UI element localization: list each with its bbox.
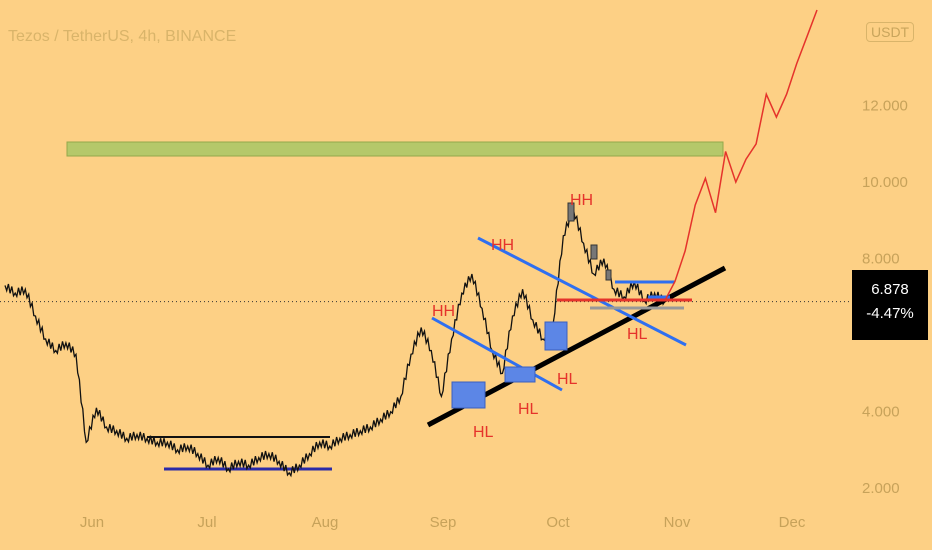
x-tick-label: Sep — [430, 514, 457, 531]
hh-candle-box-3 — [605, 269, 612, 281]
price-series-line — [4, 208, 666, 478]
projection-line — [664, 9, 818, 302]
y-tick-label: 4.000 — [862, 404, 900, 421]
hl-label-3: HL — [557, 371, 578, 388]
x-tick-label: Oct — [546, 514, 570, 531]
hl-label-1: HL — [473, 424, 494, 441]
hh-label-3: HH — [570, 192, 593, 209]
y-tick-label: 10.000 — [862, 174, 908, 191]
x-tick-label: Nov — [664, 514, 691, 531]
blue-channel-line-1 — [431, 316, 563, 392]
blue-channel-line-2 — [477, 236, 687, 347]
hl-label-4: HL — [627, 326, 648, 343]
last-price-value: 6.878 — [871, 281, 909, 298]
y-tick-label: 8.000 — [862, 251, 900, 268]
hh-label-2: HH — [491, 237, 514, 254]
y-tick-label: 2.000 — [862, 480, 900, 497]
y-tick-label: 12.000 — [862, 98, 908, 115]
hh-label-1: HH — [432, 303, 455, 320]
x-tick-label: Dec — [779, 514, 806, 531]
hh-candle-box-2 — [590, 244, 598, 260]
x-tick-label: Jul — [197, 514, 216, 531]
hh-candle-box-1 — [567, 202, 575, 222]
last-price-change: -4.47% — [866, 305, 914, 322]
resistance-zone — [66, 141, 724, 157]
hl-label-2: HL — [518, 401, 539, 418]
hl-box-3 — [544, 321, 568, 351]
chart-title: Tezos / TetherUS, 4h, BINANCE — [8, 28, 237, 45]
x-tick-label: Aug — [312, 514, 339, 531]
last-price-label: 6.878 -4.47% — [852, 270, 928, 340]
currency-unit-badge[interactable]: USDT — [866, 22, 915, 42]
hl-box-1 — [451, 381, 486, 409]
x-tick-label: Jun — [80, 514, 104, 531]
hl-box-2 — [504, 366, 536, 383]
